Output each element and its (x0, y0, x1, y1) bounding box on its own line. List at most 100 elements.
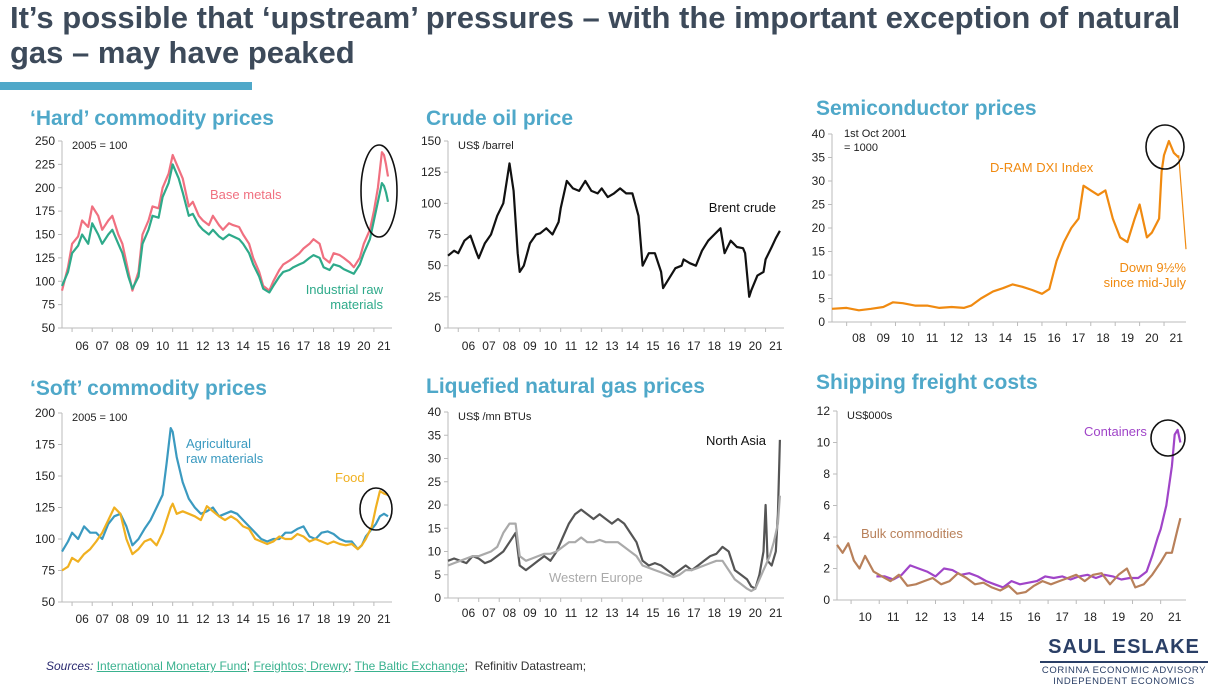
series-line-0 (876, 428, 1182, 589)
x-tick-label: 11 (565, 339, 578, 353)
source-link-freightos[interactable]: Freightos; Drewry (253, 659, 349, 673)
x-tick-label: 15 (646, 606, 660, 620)
x-tick-label: 17 (1055, 610, 1069, 624)
y-tick-label: 0 (434, 321, 441, 335)
y-tick-label: 10 (812, 268, 826, 282)
y-tick-label: 10 (817, 436, 831, 450)
x-tick-label: 15 (646, 339, 660, 353)
x-tick-label: 13 (605, 339, 619, 353)
chart-title-shipping-freight: Shipping freight costs (816, 371, 1038, 394)
x-tick-label: 20 (357, 339, 371, 353)
chart-4: 0 5 10 15 20 25 30 35 40 06 07 08 09 10 11 12 13 14 15 16 17… (428, 405, 784, 620)
y-tick-label: 25 (428, 290, 442, 304)
x-tick-label: 12 (585, 606, 599, 620)
x-tick-label: 17 (297, 612, 311, 626)
x-tick-label: 16 (667, 339, 681, 353)
logo-line2: INDEPENDENT ECONOMICS (1053, 676, 1195, 687)
x-tick-label: 08 (503, 606, 517, 620)
logo-divider (1040, 661, 1208, 663)
x-tick-label: 12 (196, 339, 210, 353)
x-tick-label: 12 (950, 331, 964, 345)
x-tick-label: 19 (1112, 610, 1126, 624)
x-tick-label: 10 (544, 606, 558, 620)
series-label: North Asia (706, 433, 767, 448)
x-tick-label: 10 (901, 331, 915, 345)
x-tick-label: 11 (887, 610, 900, 624)
x-tick-label: 09 (523, 339, 537, 353)
x-tick-label: 07 (96, 612, 110, 626)
chart-note: 2005 = 100 (72, 412, 127, 424)
x-tick-label: 21 (769, 606, 783, 620)
y-tick-label: 200 (35, 181, 55, 195)
y-tick-label: 125 (421, 165, 441, 179)
x-tick-label: 13 (974, 331, 988, 345)
y-tick-label: 6 (823, 499, 830, 513)
y-tick-label: 175 (35, 438, 55, 452)
series-label: since mid-July (1104, 275, 1187, 290)
x-tick-label: 10 (858, 610, 872, 624)
chart-0: 50 75 100 125 150 175 200 225 250 06 07 08 09 10 11 12 1… (35, 134, 398, 353)
x-tick-label: 17 (1072, 331, 1086, 345)
x-tick-label: 16 (277, 339, 291, 353)
chart-note: US$ /mn BTUs (458, 411, 532, 423)
series-line-1 (447, 495, 781, 593)
series-line-0 (447, 162, 781, 298)
x-tick-label: 09 (136, 612, 150, 626)
y-tick-label: 25 (812, 198, 826, 212)
x-tick-label: 15 (999, 610, 1013, 624)
logo: SAUL ESLAKE CORINNA ECONOMIC ADVISORY IN… (1036, 636, 1212, 687)
series-label: Agricultural (186, 436, 251, 451)
x-tick-label: 14 (236, 612, 250, 626)
y-tick-label: 8 (823, 467, 830, 481)
y-tick-label: 5 (818, 292, 825, 306)
chart-note: = 1000 (844, 142, 878, 154)
x-tick-label: 18 (1084, 610, 1098, 624)
x-tick-label: 21 (377, 339, 391, 353)
x-tick-label: 11 (926, 331, 939, 345)
chart-title-soft-commodities: ‘Soft’ commodity prices (30, 377, 267, 400)
chart-5: 0 2 4 6 8 10 12 10 11 12 13 14 15 16 17 18 19 20 21 US$000s… (817, 404, 1186, 624)
x-tick-label: 18 (317, 339, 331, 353)
chart-title-semiconductor: Semiconductor prices (816, 97, 1037, 120)
x-tick-label: 16 (1047, 331, 1061, 345)
y-tick-label: 5 (434, 568, 441, 582)
y-tick-label: 100 (35, 274, 55, 288)
x-tick-label: 17 (687, 606, 701, 620)
x-tick-label: 09 (523, 606, 537, 620)
y-tick-label: 50 (42, 321, 56, 335)
chart-3: 50 75 100 125 150 175 200 06 07 08 09 10 11 12 13 14 15 1… (35, 406, 393, 626)
x-tick-label: 18 (317, 612, 331, 626)
x-tick-label: 06 (75, 612, 89, 626)
series-label: materials (330, 297, 383, 312)
x-tick-label: 17 (687, 339, 701, 353)
y-tick-label: 225 (35, 157, 55, 171)
y-tick-label: 15 (428, 521, 442, 535)
series-label: Bulk commodities (861, 526, 963, 541)
x-tick-label: 13 (216, 339, 230, 353)
series-label: Western Europe (549, 570, 643, 585)
source-link-baltic[interactable]: The Baltic Exchange (354, 659, 465, 673)
x-tick-label: 21 (769, 339, 783, 353)
x-tick-label: 15 (257, 339, 271, 353)
source-link-imf[interactable]: International Monetary Fund (96, 659, 247, 673)
series-line-0 (60, 151, 390, 292)
x-tick-label: 07 (96, 339, 110, 353)
y-tick-label: 50 (428, 259, 442, 273)
y-tick-label: 75 (42, 298, 56, 312)
x-tick-label: 14 (999, 331, 1013, 345)
trend-pointer-line (1178, 155, 1187, 250)
x-tick-label: 14 (971, 610, 985, 624)
y-tick-label: 4 (823, 530, 830, 544)
x-tick-label: 08 (503, 339, 517, 353)
y-tick-label: 75 (42, 564, 56, 578)
series-line-0 (61, 427, 389, 553)
y-tick-label: 50 (42, 595, 56, 609)
x-tick-label: 11 (176, 612, 189, 626)
series-label: Brent crude (709, 200, 776, 215)
x-tick-label: 13 (216, 612, 230, 626)
highlight-circle (1150, 419, 1186, 457)
highlight-circle (1145, 124, 1185, 170)
x-tick-label: 09 (136, 339, 150, 353)
chart-title-hard-commodities: ‘Hard’ commodity prices (30, 107, 274, 130)
x-tick-label: 21 (1170, 331, 1184, 345)
